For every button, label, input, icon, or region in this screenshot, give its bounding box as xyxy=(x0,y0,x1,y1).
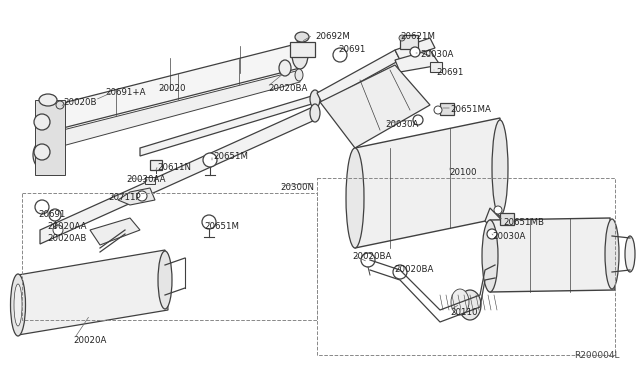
Ellipse shape xyxy=(459,290,481,320)
Ellipse shape xyxy=(37,98,59,136)
Circle shape xyxy=(56,101,64,109)
Text: 20110: 20110 xyxy=(450,308,477,317)
Polygon shape xyxy=(485,208,545,278)
Ellipse shape xyxy=(46,102,64,132)
Polygon shape xyxy=(118,188,155,205)
Ellipse shape xyxy=(492,120,508,216)
Text: 20651MA: 20651MA xyxy=(450,105,491,114)
Bar xyxy=(290,42,315,57)
Text: 20691: 20691 xyxy=(338,45,365,54)
Bar xyxy=(145,177,155,184)
Text: 20100: 20100 xyxy=(449,168,477,177)
Text: 20651M: 20651M xyxy=(213,152,248,161)
Circle shape xyxy=(410,47,420,57)
Ellipse shape xyxy=(39,94,57,106)
Polygon shape xyxy=(55,43,300,130)
Ellipse shape xyxy=(482,220,498,292)
Circle shape xyxy=(393,265,407,279)
Circle shape xyxy=(202,215,216,229)
Polygon shape xyxy=(140,95,315,156)
Text: 20621M: 20621M xyxy=(400,32,435,41)
Circle shape xyxy=(53,225,63,235)
Bar xyxy=(440,103,454,115)
Polygon shape xyxy=(320,65,430,148)
Text: 20030A: 20030A xyxy=(492,232,525,241)
Text: 20020AB: 20020AB xyxy=(47,234,86,243)
Circle shape xyxy=(137,191,147,201)
Polygon shape xyxy=(395,50,440,72)
Text: 20020B: 20020B xyxy=(63,98,97,107)
Circle shape xyxy=(399,35,405,41)
Ellipse shape xyxy=(451,289,469,315)
Circle shape xyxy=(361,253,375,267)
Text: 20030AA: 20030AA xyxy=(126,175,166,184)
Ellipse shape xyxy=(33,141,53,169)
Text: 20711P: 20711P xyxy=(108,193,141,202)
Polygon shape xyxy=(355,118,500,248)
Text: 20030A: 20030A xyxy=(420,50,453,59)
Polygon shape xyxy=(40,106,315,244)
Ellipse shape xyxy=(625,236,635,272)
Circle shape xyxy=(35,200,49,214)
Bar xyxy=(500,213,514,225)
Bar xyxy=(430,62,442,72)
Ellipse shape xyxy=(605,219,619,289)
Text: R200004L: R200004L xyxy=(575,351,620,360)
Text: 20691: 20691 xyxy=(436,68,463,77)
Ellipse shape xyxy=(346,148,364,248)
Circle shape xyxy=(203,153,217,167)
Ellipse shape xyxy=(292,41,308,69)
Polygon shape xyxy=(18,250,168,335)
Polygon shape xyxy=(55,70,300,148)
Circle shape xyxy=(434,106,442,114)
Circle shape xyxy=(413,115,423,125)
Text: 20030A: 20030A xyxy=(385,120,419,129)
Ellipse shape xyxy=(158,251,172,309)
Circle shape xyxy=(333,48,347,62)
Text: 20691+A: 20691+A xyxy=(105,88,145,97)
Text: 20020BA: 20020BA xyxy=(352,252,392,261)
Bar xyxy=(150,160,162,170)
Circle shape xyxy=(487,229,497,239)
Text: 20691: 20691 xyxy=(38,210,65,219)
Bar xyxy=(400,35,418,49)
Polygon shape xyxy=(90,218,140,245)
Text: 20020BA: 20020BA xyxy=(394,265,433,274)
Text: 20651M: 20651M xyxy=(204,222,239,231)
Text: 20020BA: 20020BA xyxy=(268,84,307,93)
Ellipse shape xyxy=(310,104,320,122)
Ellipse shape xyxy=(10,274,26,336)
Text: 20020: 20020 xyxy=(158,84,186,93)
Ellipse shape xyxy=(14,284,22,326)
Circle shape xyxy=(34,114,50,130)
Ellipse shape xyxy=(50,107,60,127)
Text: 20611N: 20611N xyxy=(157,163,191,172)
Polygon shape xyxy=(35,100,65,175)
Circle shape xyxy=(34,144,50,160)
Text: 20692M: 20692M xyxy=(315,32,350,41)
Ellipse shape xyxy=(279,60,291,76)
Ellipse shape xyxy=(295,32,309,42)
Circle shape xyxy=(494,206,502,214)
Text: 20651MB: 20651MB xyxy=(503,218,544,227)
Polygon shape xyxy=(490,218,615,292)
Text: 20020A: 20020A xyxy=(73,336,106,345)
Ellipse shape xyxy=(295,69,303,81)
Polygon shape xyxy=(317,50,400,103)
Circle shape xyxy=(49,209,61,221)
Text: 20300N: 20300N xyxy=(280,183,314,192)
Text: 20020AA: 20020AA xyxy=(47,222,86,231)
Polygon shape xyxy=(395,38,435,60)
Ellipse shape xyxy=(310,90,320,108)
